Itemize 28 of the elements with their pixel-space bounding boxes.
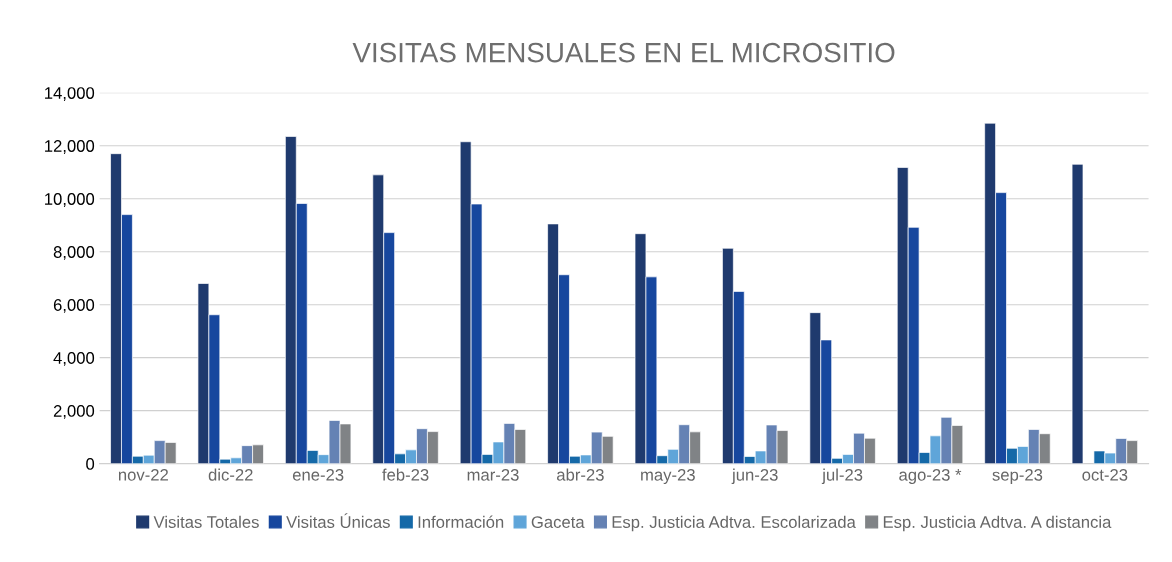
bar — [1071, 163, 1084, 464]
y-tick-label: 0 — [86, 458, 95, 470]
y-tick-label: 2,000 — [53, 405, 95, 419]
x-tick-label: nov-22 — [118, 468, 168, 481]
legend-label: Visitas Únicas — [286, 513, 390, 528]
y-tick-label: 4,000 — [53, 352, 95, 366]
legend-label: Esp. Justicia Adtva. Escolarizada — [612, 515, 856, 532]
y-tick-label: 14,000 — [45, 87, 95, 101]
x-tick-label: jun-23 — [731, 468, 778, 485]
legend-label: Gaceta — [531, 516, 585, 528]
x-tick-label: mar-23 — [467, 468, 519, 481]
legend-label: Esp. Justicia Adtva. A distancia — [883, 515, 1112, 532]
legend-label: Visitas Totales — [153, 515, 259, 528]
x-tick-label: ago-23 * — [899, 468, 962, 485]
x-tick-label: jul-23 — [821, 468, 863, 485]
x-tick-label: oct-23 — [1082, 468, 1128, 481]
x-tick-label: sep-23 — [992, 468, 1043, 485]
x-tick-label: ene-23 — [292, 468, 344, 481]
y-tick-label: 6,000 — [53, 299, 95, 313]
x-tick-label: feb-23 — [382, 468, 429, 481]
y-tick-label: 10,000 — [45, 193, 95, 207]
y-tick-label: 8,000 — [53, 246, 95, 260]
x-tick-label: dic-22 — [208, 468, 253, 481]
y-tick-label: 12,000 — [45, 140, 95, 154]
legend-label: Información — [418, 515, 504, 528]
x-tick-label: may-23 — [641, 468, 695, 485]
x-tick-label: abr-23 — [557, 468, 604, 481]
chart-title: VISITAS MENSUALES EN EL MICROSITIO — [352, 42, 895, 63]
